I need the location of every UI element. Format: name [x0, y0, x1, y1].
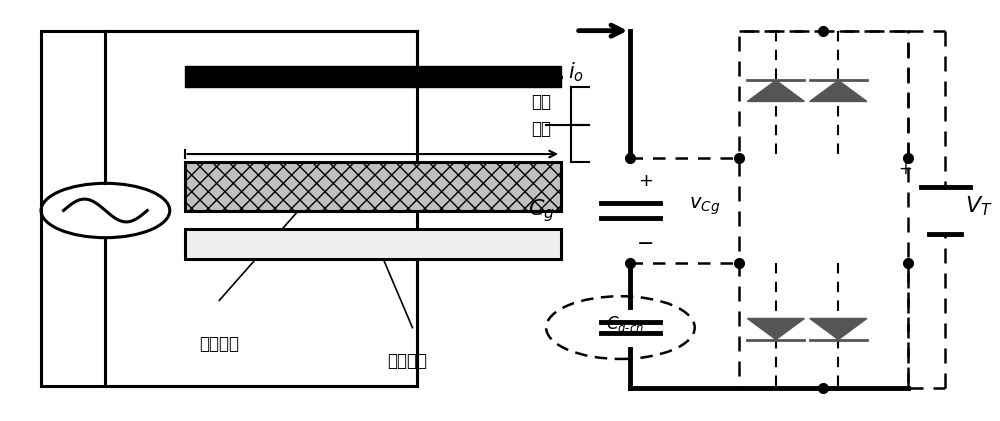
- Bar: [185, 66, 561, 87]
- Text: $C_g$: $C_g$: [528, 197, 555, 224]
- Polygon shape: [810, 80, 867, 101]
- Text: 绝缘介质: 绝缘介质: [387, 352, 427, 370]
- Text: +: +: [899, 160, 913, 178]
- Text: $v_{Cg}$: $v_{Cg}$: [689, 196, 720, 217]
- Polygon shape: [747, 318, 804, 340]
- Bar: [185, 163, 561, 210]
- Text: $i_o$: $i_o$: [568, 61, 584, 84]
- Text: 气隙: 气隙: [531, 120, 551, 138]
- Text: $V_T$: $V_T$: [965, 195, 993, 218]
- Text: 有效面积: 有效面积: [199, 336, 239, 353]
- Bar: [739, 31, 908, 388]
- Text: $C_{d\text{-}ch}$: $C_{d\text{-}ch}$: [606, 314, 644, 334]
- Bar: [185, 229, 561, 258]
- Polygon shape: [810, 318, 867, 340]
- Text: 放电: 放电: [531, 93, 551, 111]
- Text: −: −: [636, 234, 654, 254]
- Polygon shape: [747, 80, 804, 101]
- Text: +: +: [638, 172, 653, 190]
